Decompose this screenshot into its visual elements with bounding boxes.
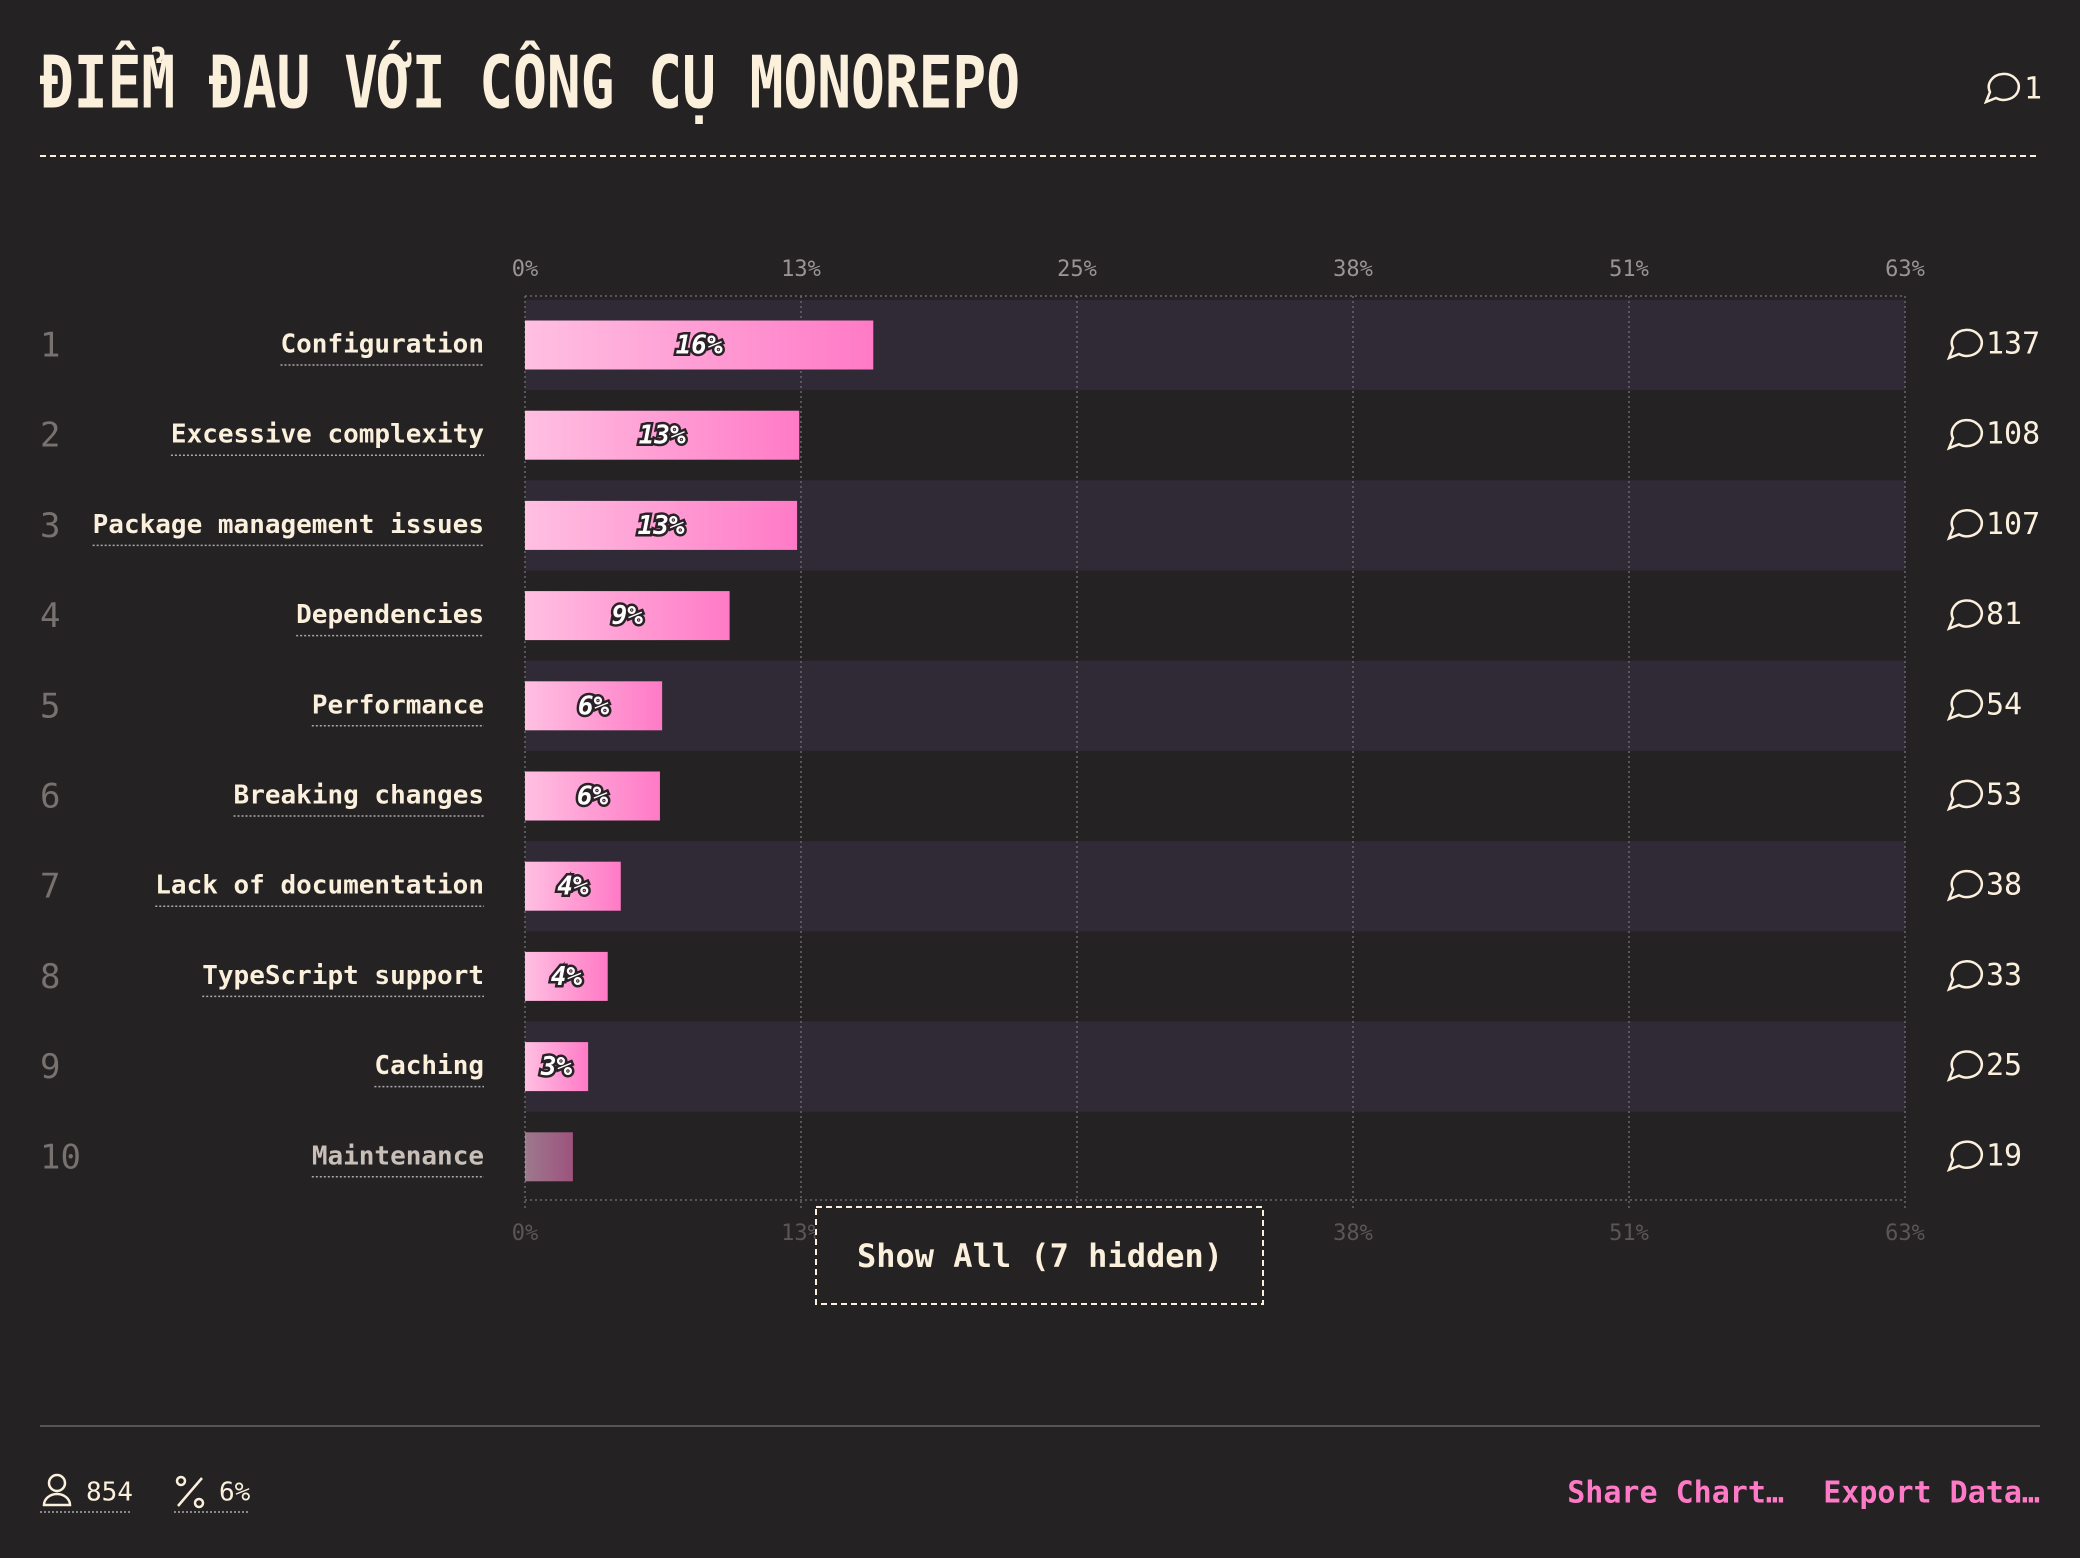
category-label: Caching <box>374 1051 484 1081</box>
export-data-link[interactable]: Export Data… <box>1823 1476 2040 1511</box>
rank: 6 <box>40 777 60 817</box>
category-label: Excessive complexity <box>171 420 484 450</box>
comment-count[interactable]: 81 <box>1986 597 2022 632</box>
x-tick-label: 38% <box>1333 257 1373 282</box>
row-band <box>525 1021 1905 1112</box>
bar <box>525 771 660 821</box>
comment-icon <box>1946 1050 1984 1082</box>
x-tick-label: 13% <box>781 257 821 282</box>
value-label: 4% <box>551 962 583 992</box>
category-label: Configuration <box>281 330 485 360</box>
comment-count[interactable]: 107 <box>1986 507 2040 542</box>
bar <box>525 681 663 731</box>
plot: 0%0%13%13%25%25%38%38%51%51%63%63%1Confi… <box>40 257 2040 1246</box>
comment-icon <box>1946 689 1984 722</box>
bar <box>525 591 730 641</box>
category-label: Performance <box>312 690 484 720</box>
x-tick-label: 0% <box>512 1221 539 1246</box>
comment-count[interactable]: 53 <box>1986 778 2022 813</box>
rank: 2 <box>40 416 60 456</box>
x-tick-label: 38% <box>1333 1221 1373 1246</box>
x-tick-label: 13% <box>781 1221 821 1246</box>
bar <box>525 320 874 370</box>
comment-icon <box>1946 779 1984 812</box>
bar <box>525 500 798 550</box>
category-label: Package management issues <box>93 510 484 540</box>
rank: 1 <box>40 326 60 366</box>
value-label: 13% <box>639 421 686 451</box>
comment-count[interactable]: 54 <box>1986 687 2022 722</box>
value-label: 6% <box>578 691 610 721</box>
comment-count[interactable]: 38 <box>1986 868 2022 903</box>
x-tick-label: 63% <box>1885 257 1925 282</box>
value-label: 9% <box>612 601 644 631</box>
comment-count[interactable]: 137 <box>1986 327 2040 362</box>
bar <box>525 410 800 460</box>
x-tick-label: 51% <box>1609 1221 1649 1246</box>
title-comment-count[interactable]: 1 <box>2024 72 2042 107</box>
value-label: 13% <box>638 511 685 541</box>
category-label: Breaking changes <box>234 781 484 811</box>
comment-icon <box>1946 599 1984 631</box>
category-label: Dependencies <box>296 600 484 630</box>
comment-icon <box>1946 328 1984 361</box>
rank: 4 <box>40 596 60 636</box>
rank: 5 <box>40 686 60 726</box>
bar <box>525 1042 589 1092</box>
row-band <box>525 841 1905 932</box>
row-band <box>525 660 1905 751</box>
rank: 8 <box>40 957 60 997</box>
bar <box>525 861 621 911</box>
value-label: 3% <box>540 1052 573 1082</box>
x-tick-label: 51% <box>1609 257 1649 282</box>
show-all-button[interactable] <box>815 1206 1264 1305</box>
show-all-label[interactable]: Show All (7 hidden) <box>857 1237 1223 1275</box>
value-label: 4% <box>557 872 589 902</box>
comment-icon <box>1946 1140 1984 1173</box>
x-tick-label: 0% <box>512 257 539 282</box>
comment-count[interactable]: 108 <box>1986 417 2040 452</box>
rank: 7 <box>40 867 60 907</box>
comment-count[interactable]: 19 <box>1986 1138 2022 1173</box>
category-label: Maintenance <box>312 1141 484 1171</box>
chart-title: ĐIỂM ĐAU VỚI CÔNG CỤ MONOREPO <box>40 41 1020 125</box>
comment-count[interactable]: 25 <box>1986 1048 2022 1083</box>
comment-count[interactable]: 33 <box>1986 958 2022 993</box>
bar <box>525 951 608 1001</box>
bar <box>525 1132 573 1182</box>
rank: 9 <box>40 1047 60 1087</box>
respondents-icon <box>42 1473 72 1507</box>
comment-icon <box>1946 509 1984 541</box>
comment-icon <box>1946 869 1984 902</box>
value-label: 6% <box>577 782 609 812</box>
comment-icon <box>1983 72 2021 105</box>
rank: 10 <box>40 1137 81 1177</box>
comment-icon <box>1946 418 1984 451</box>
respondents-count: 854 <box>86 1478 133 1508</box>
category-label: Lack of documentation <box>155 871 484 901</box>
x-tick-label: 25% <box>1057 257 1097 282</box>
percent-icon <box>175 1475 205 1509</box>
percentage: 6% <box>219 1478 251 1508</box>
comment-icon <box>1946 960 1984 992</box>
x-tick-label: 63% <box>1885 1221 1925 1246</box>
value-label: 16% <box>676 331 723 361</box>
share-chart-link[interactable]: Share Chart… <box>1567 1476 1784 1511</box>
rank: 3 <box>40 506 60 546</box>
category-label: TypeScript support <box>202 961 484 991</box>
